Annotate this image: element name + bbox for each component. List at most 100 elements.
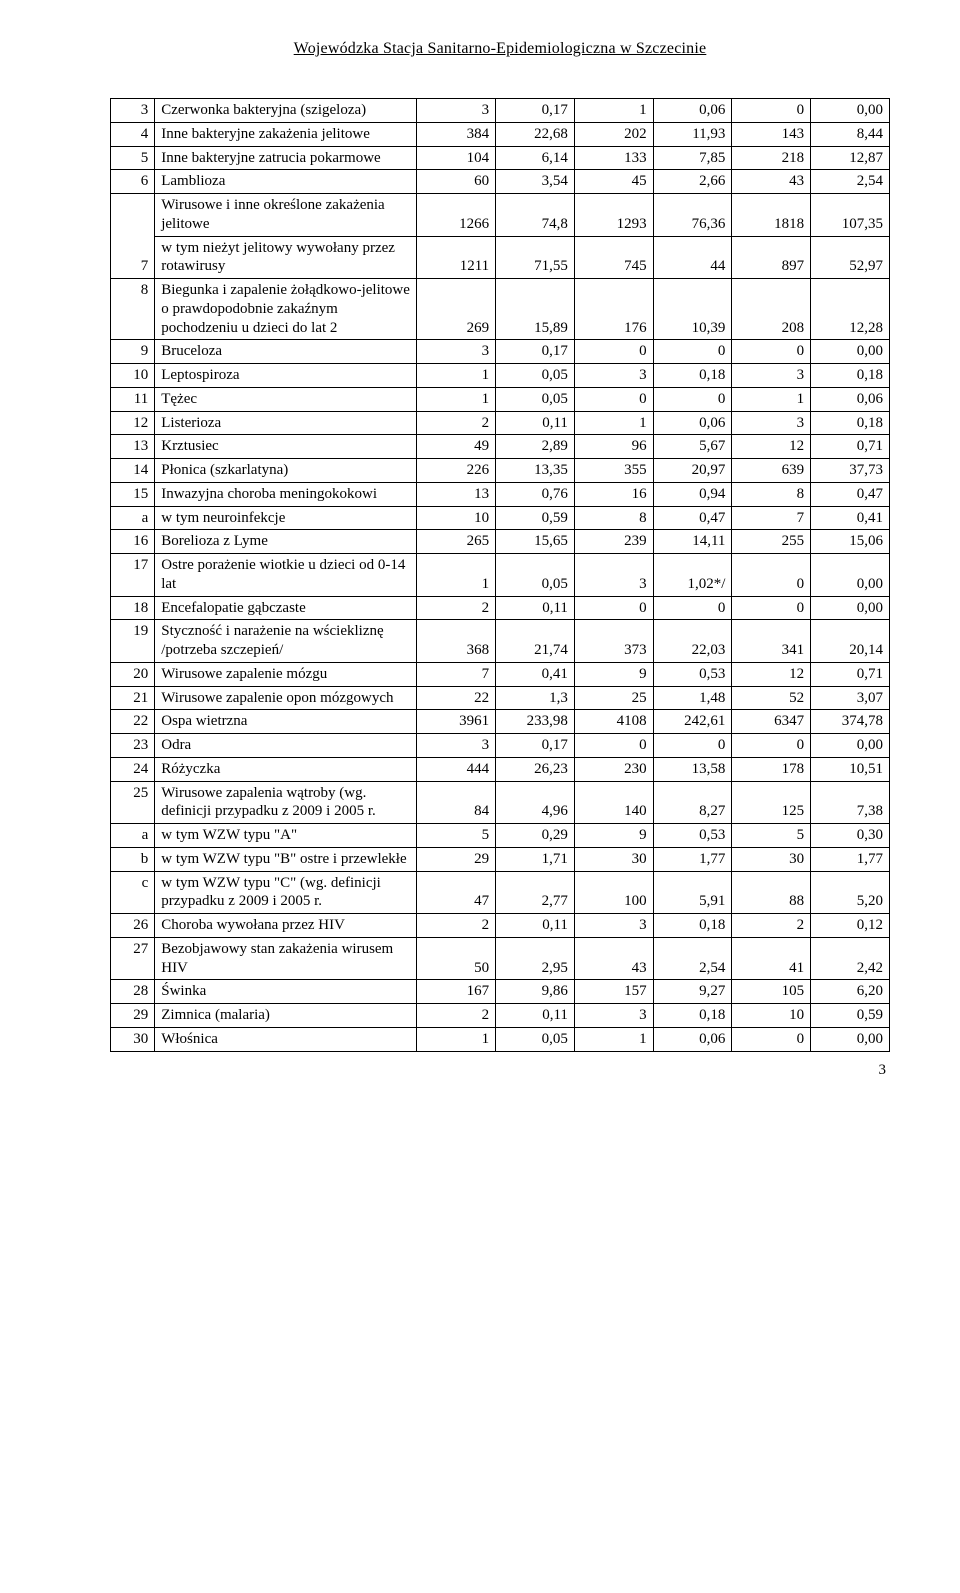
row-name: Leptospiroza xyxy=(155,364,417,388)
cell-value: 21,74 xyxy=(496,620,575,663)
row-name: Płonica (szkarlatyna) xyxy=(155,459,417,483)
table-row: 22Ospa wietrzna3961233,984108242,6163473… xyxy=(111,710,890,734)
row-index: 15 xyxy=(111,482,155,506)
cell-value: 30 xyxy=(732,847,811,871)
cell-value: 0 xyxy=(732,1027,811,1051)
cell-value: 43 xyxy=(732,170,811,194)
cell-value: 84 xyxy=(417,781,496,824)
cell-value: 52,97 xyxy=(811,236,890,279)
table-row: 20Wirusowe zapalenie mózgu70,4190,53120,… xyxy=(111,662,890,686)
cell-value: 2,95 xyxy=(496,937,575,980)
cell-value: 0,59 xyxy=(811,1004,890,1028)
cell-value: 374,78 xyxy=(811,710,890,734)
cell-value: 897 xyxy=(732,236,811,279)
cell-value: 0,05 xyxy=(496,554,575,597)
table-row: 15Inwazyjna choroba meningokokowi130,761… xyxy=(111,482,890,506)
cell-value: 0,00 xyxy=(811,734,890,758)
cell-value: 1 xyxy=(417,554,496,597)
cell-value: 0 xyxy=(574,734,653,758)
row-name: w tym WZW typu "B" ostre i przewlekłe xyxy=(155,847,417,871)
row-name: Encefalopatie gąbczaste xyxy=(155,596,417,620)
table-row: 14Płonica (szkarlatyna)22613,3535520,976… xyxy=(111,459,890,483)
cell-value: 226 xyxy=(417,459,496,483)
cell-value: 3 xyxy=(417,340,496,364)
cell-value: 5,91 xyxy=(653,871,732,914)
row-name: Listerioza xyxy=(155,411,417,435)
table-row: 25Wirusowe zapalenia wątroby (wg. defini… xyxy=(111,781,890,824)
cell-value: 12 xyxy=(732,662,811,686)
cell-value: 9,27 xyxy=(653,980,732,1004)
cell-value: 0,18 xyxy=(653,914,732,938)
cell-value: 0 xyxy=(574,387,653,411)
cell-value: 3 xyxy=(574,364,653,388)
cell-value: 60 xyxy=(417,170,496,194)
table-row: 3Czerwonka bakteryjna (szigeloza)30,1710… xyxy=(111,99,890,123)
cell-value: 0,18 xyxy=(653,1004,732,1028)
cell-value: 15,65 xyxy=(496,530,575,554)
cell-value: 9 xyxy=(574,662,653,686)
cell-value: 2,54 xyxy=(811,170,890,194)
row-index: 21 xyxy=(111,686,155,710)
cell-value: 0,17 xyxy=(496,99,575,123)
cell-value: 5 xyxy=(732,824,811,848)
cell-value: 74,8 xyxy=(496,194,575,237)
row-index: c xyxy=(111,871,155,914)
row-index: 10 xyxy=(111,364,155,388)
cell-value: 7,38 xyxy=(811,781,890,824)
table-row: 8Biegunka i zapalenie żołądkowo-jelitowe… xyxy=(111,279,890,340)
cell-value: 4,96 xyxy=(496,781,575,824)
cell-value: 16 xyxy=(574,482,653,506)
cell-value: 3 xyxy=(417,99,496,123)
row-index: 29 xyxy=(111,1004,155,1028)
table-row: 7Wirusowe i inne określone zakażenia jel… xyxy=(111,194,890,237)
cell-value: 0,30 xyxy=(811,824,890,848)
row-index: 13 xyxy=(111,435,155,459)
cell-value: 43 xyxy=(574,937,653,980)
cell-value: 0,06 xyxy=(653,1027,732,1051)
cell-value: 22,03 xyxy=(653,620,732,663)
cell-value: 3 xyxy=(574,1004,653,1028)
row-name: Lamblioza xyxy=(155,170,417,194)
row-index: 28 xyxy=(111,980,155,1004)
cell-value: 104 xyxy=(417,146,496,170)
row-index: 16 xyxy=(111,530,155,554)
table-row: 5Inne bakteryjne zatrucia pokarmowe1046,… xyxy=(111,146,890,170)
cell-value: 1,02*/ xyxy=(653,554,732,597)
cell-value: 71,55 xyxy=(496,236,575,279)
table-row: aw tym neuroinfekcje100,5980,4770,41 xyxy=(111,506,890,530)
cell-value: 230 xyxy=(574,757,653,781)
cell-value: 1 xyxy=(574,1027,653,1051)
cell-value: 0,71 xyxy=(811,435,890,459)
cell-value: 0 xyxy=(653,734,732,758)
cell-value: 1 xyxy=(574,99,653,123)
cell-value: 0,41 xyxy=(811,506,890,530)
cell-value: 0,05 xyxy=(496,387,575,411)
cell-value: 76,36 xyxy=(653,194,732,237)
row-name: Różyczka xyxy=(155,757,417,781)
cell-value: 13,58 xyxy=(653,757,732,781)
cell-value: 7 xyxy=(732,506,811,530)
cell-value: 2 xyxy=(417,1004,496,1028)
cell-value: 0,41 xyxy=(496,662,575,686)
cell-value: 0,53 xyxy=(653,824,732,848)
cell-value: 2,66 xyxy=(653,170,732,194)
page-number: 3 xyxy=(110,1062,890,1079)
row-index: a xyxy=(111,824,155,848)
cell-value: 143 xyxy=(732,122,811,146)
cell-value: 0,00 xyxy=(811,340,890,364)
cell-value: 2,77 xyxy=(496,871,575,914)
row-name: Zimnica (malaria) xyxy=(155,1004,417,1028)
cell-value: 0,47 xyxy=(811,482,890,506)
row-name: Inwazyjna choroba meningokokowi xyxy=(155,482,417,506)
cell-value: 0,06 xyxy=(653,99,732,123)
cell-value: 1,48 xyxy=(653,686,732,710)
cell-value: 0 xyxy=(653,340,732,364)
cell-value: 0,76 xyxy=(496,482,575,506)
cell-value: 3 xyxy=(732,411,811,435)
row-name: Bezobjawowy stan zakażenia wirusem HIV xyxy=(155,937,417,980)
table-row: 10Leptospiroza10,0530,1830,18 xyxy=(111,364,890,388)
cell-value: 0,71 xyxy=(811,662,890,686)
cell-value: 100 xyxy=(574,871,653,914)
row-name: w tym nieżyt jelitowy wywołany przez rot… xyxy=(155,236,417,279)
cell-value: 208 xyxy=(732,279,811,340)
